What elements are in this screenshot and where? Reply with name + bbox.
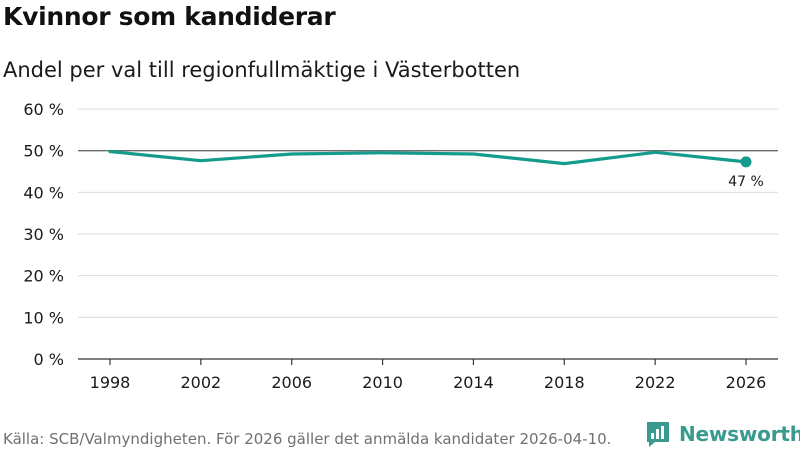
end-value-label: 47 % bbox=[728, 174, 764, 190]
x-tick-label-2006: 2006 bbox=[271, 373, 312, 392]
x-tick-label-2014: 2014 bbox=[453, 373, 494, 392]
series-line-0 bbox=[108, 149, 748, 166]
x-tick-label-2002: 2002 bbox=[180, 373, 221, 392]
x-tick-label-2026: 2026 bbox=[726, 373, 767, 392]
y-tick-label-60: 60 % bbox=[23, 100, 64, 119]
chart-subtitle: Andel per val till regionfullmäktige i V… bbox=[3, 58, 521, 82]
x-tick-label-2022: 2022 bbox=[635, 373, 676, 392]
y-tick-label-40: 40 % bbox=[23, 183, 64, 202]
x-tick-label-1998: 1998 bbox=[90, 373, 131, 392]
newsworthy-logo-icon bbox=[647, 422, 669, 447]
grid-lines bbox=[78, 108, 778, 318]
x-tick-label-2010: 2010 bbox=[362, 373, 403, 392]
y-tick-label-20: 20 % bbox=[23, 267, 64, 286]
line-chart: 0 % 10 % 20 % 30 % 40 % 50 % 60 % 1998 2002 2006… bbox=[23, 100, 778, 392]
brand-logo: Newsworthy bbox=[645, 419, 800, 449]
x-axis-tick-labels: 1998 2002 2006 2010 2014 2018 2022 2026 bbox=[90, 373, 767, 392]
brand-name: Newsworthy bbox=[679, 422, 800, 446]
series-layer: 47 % bbox=[108, 149, 764, 190]
y-tick-label-10: 10 % bbox=[23, 308, 64, 327]
y-tick-label-30: 30 % bbox=[23, 225, 64, 244]
y-axis-tick-labels: 0 % 10 % 20 % 30 % 40 % 50 % 60 % bbox=[23, 100, 64, 369]
x-axis bbox=[78, 358, 778, 365]
source-note: Källa: SCB/Valmyndigheten. För 2026 gäll… bbox=[3, 430, 612, 448]
y-tick-label-0: 0 % bbox=[34, 350, 64, 369]
x-tick-label-2018: 2018 bbox=[544, 373, 585, 392]
y-tick-label-50: 50 % bbox=[23, 142, 64, 161]
end-point-marker bbox=[740, 156, 752, 168]
chart-title: Kvinnor som kandiderar bbox=[3, 2, 336, 31]
